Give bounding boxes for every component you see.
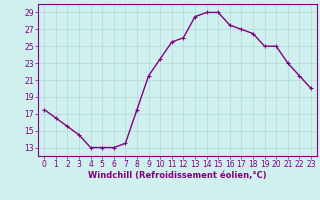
X-axis label: Windchill (Refroidissement éolien,°C): Windchill (Refroidissement éolien,°C) xyxy=(88,171,267,180)
